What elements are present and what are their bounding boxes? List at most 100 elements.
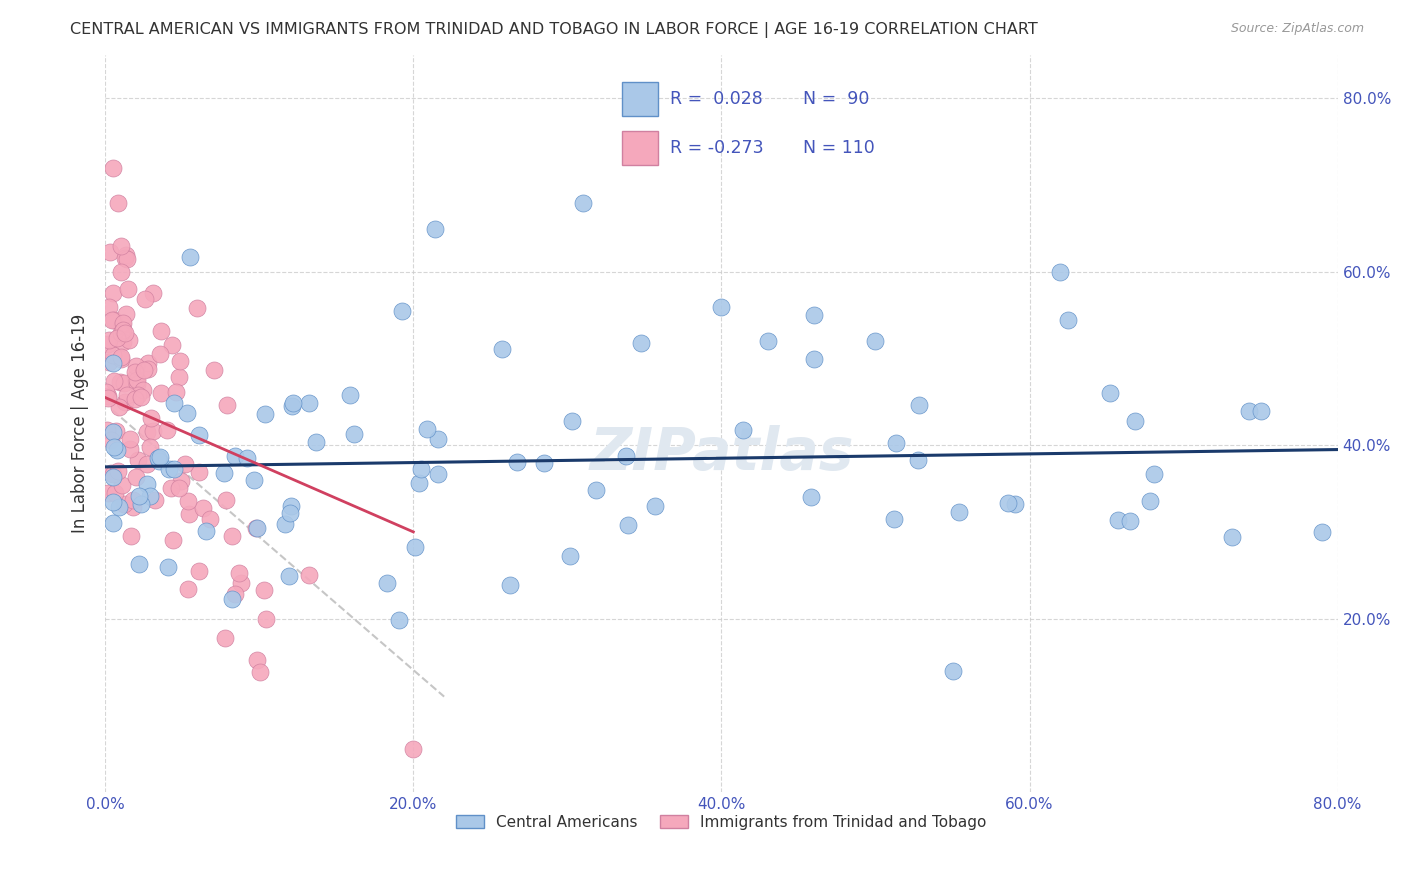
Point bbox=[176, 406, 198, 420]
Point bbox=[254, 612, 277, 626]
Point bbox=[803, 351, 825, 366]
Point bbox=[1139, 494, 1161, 508]
Point bbox=[170, 474, 193, 488]
Point bbox=[191, 500, 214, 515]
Point bbox=[1119, 515, 1142, 529]
Point bbox=[212, 466, 235, 480]
Point bbox=[107, 400, 129, 414]
Point bbox=[149, 346, 172, 360]
Point bbox=[100, 466, 122, 480]
Point bbox=[1057, 312, 1080, 326]
Text: ZIPatlas: ZIPatlas bbox=[589, 425, 853, 482]
Point bbox=[249, 665, 271, 679]
Point bbox=[561, 414, 583, 428]
Point bbox=[506, 455, 529, 469]
Point bbox=[115, 307, 138, 321]
Point bbox=[110, 239, 132, 253]
Point bbox=[941, 664, 963, 678]
Point bbox=[115, 252, 138, 266]
Point bbox=[115, 248, 138, 262]
Point bbox=[1107, 513, 1129, 527]
Point bbox=[202, 363, 225, 377]
Point bbox=[756, 334, 779, 349]
Point bbox=[402, 741, 425, 756]
Point bbox=[136, 356, 159, 370]
Point bbox=[118, 432, 141, 446]
Point bbox=[221, 529, 243, 543]
Point bbox=[1049, 265, 1071, 279]
Point bbox=[148, 451, 170, 466]
Point bbox=[101, 467, 124, 481]
Point bbox=[121, 500, 143, 515]
Point bbox=[162, 533, 184, 548]
Point bbox=[733, 423, 755, 437]
Point bbox=[404, 540, 426, 554]
Point bbox=[246, 521, 269, 535]
Point bbox=[254, 407, 277, 421]
Point bbox=[104, 486, 127, 500]
Point bbox=[138, 489, 160, 503]
Point bbox=[124, 392, 146, 406]
Point bbox=[908, 398, 931, 412]
Point bbox=[200, 512, 222, 526]
Point bbox=[97, 333, 120, 347]
Point bbox=[195, 524, 218, 538]
Point bbox=[224, 450, 246, 464]
Point bbox=[187, 428, 209, 442]
Point bbox=[101, 356, 124, 370]
Point bbox=[274, 516, 297, 531]
Point bbox=[278, 507, 301, 521]
Point bbox=[283, 396, 305, 410]
Point bbox=[343, 427, 366, 442]
Point bbox=[585, 483, 607, 497]
Point bbox=[139, 411, 162, 425]
Point bbox=[105, 331, 128, 345]
Point bbox=[108, 376, 131, 390]
Point bbox=[136, 457, 159, 471]
Point bbox=[149, 324, 172, 338]
Point bbox=[149, 450, 172, 465]
Point bbox=[533, 456, 555, 470]
Point bbox=[105, 443, 128, 458]
Point bbox=[710, 300, 733, 314]
Point bbox=[1237, 403, 1260, 417]
Point bbox=[121, 529, 143, 543]
Point bbox=[149, 386, 172, 401]
Point bbox=[97, 336, 120, 351]
Point bbox=[228, 566, 250, 580]
Point bbox=[236, 450, 259, 465]
Point bbox=[127, 453, 149, 467]
Point bbox=[416, 422, 439, 436]
Point bbox=[101, 348, 124, 362]
Point bbox=[101, 425, 124, 439]
Point bbox=[129, 391, 152, 405]
Point bbox=[103, 313, 125, 327]
Point bbox=[114, 326, 136, 340]
Point bbox=[167, 481, 190, 495]
Point bbox=[245, 521, 267, 535]
Point bbox=[101, 494, 124, 508]
Point bbox=[188, 466, 211, 480]
Point bbox=[110, 350, 132, 364]
Point bbox=[101, 516, 124, 531]
Point bbox=[630, 335, 652, 350]
Point bbox=[997, 496, 1019, 510]
Point bbox=[156, 560, 179, 574]
Point bbox=[117, 282, 139, 296]
Point bbox=[187, 564, 209, 578]
Point bbox=[115, 388, 138, 402]
Point bbox=[100, 433, 122, 447]
Legend: Central Americans, Immigrants from Trinidad and Tobago: Central Americans, Immigrants from Trini… bbox=[450, 809, 993, 836]
Y-axis label: In Labor Force | Age 16-19: In Labor Force | Age 16-19 bbox=[72, 314, 89, 533]
Point bbox=[124, 365, 146, 379]
Point bbox=[135, 477, 157, 491]
Point bbox=[408, 476, 430, 491]
Point bbox=[617, 518, 640, 533]
Point bbox=[165, 385, 187, 400]
Point bbox=[103, 286, 125, 301]
Point bbox=[134, 362, 156, 376]
Point bbox=[114, 251, 136, 265]
Point bbox=[388, 614, 411, 628]
Point bbox=[177, 507, 200, 521]
Point bbox=[142, 286, 165, 301]
